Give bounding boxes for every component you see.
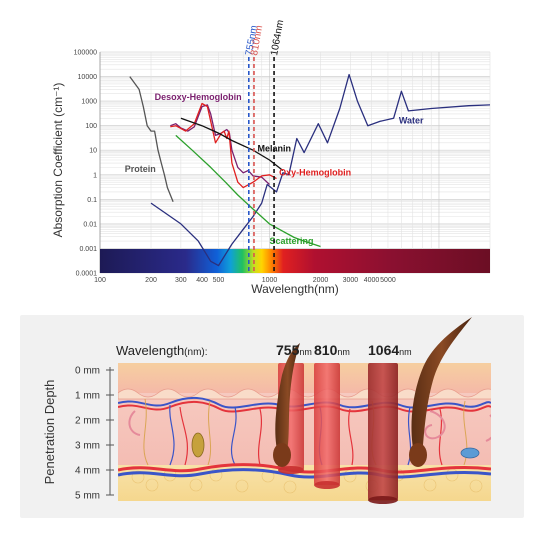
series-label-oxy-hemoglobin: Oxy-Hemoglobin	[279, 167, 351, 177]
penetration-panel: Wavelength(nm): Penetration Depth 0 mm 1 …	[20, 315, 524, 518]
x-tick-label: 5000	[380, 277, 396, 284]
upper-vessel-blue	[118, 397, 491, 409]
x-tick-label: 300	[175, 277, 187, 284]
x-tick-labels: 100 200 300 400 500 1000 2000 3000 4000 5000	[94, 277, 396, 284]
y-tick-label: 10000	[78, 74, 98, 81]
data-series	[129, 73, 490, 267]
depth-tick-label: 4 mm	[75, 466, 100, 477]
x-tick-label: 400	[196, 277, 208, 284]
y-tick-label: 0.0001	[76, 271, 98, 278]
y-tick-label: 0.01	[83, 221, 97, 228]
laser-label-755: 755nm	[276, 342, 312, 358]
series-line-water	[150, 73, 490, 267]
upper-vessel-red	[118, 401, 491, 413]
laser-beam-1064	[368, 363, 398, 500]
series-label-desoxy-hemoglobin: Desoxy-Hemoglobin	[155, 92, 242, 102]
marker-label-755: 755nm	[244, 24, 260, 56]
absorption-chart: 1000001000010001001010.10.010.0010.0001 …	[51, 19, 491, 296]
y-tick-label: 0.1	[87, 197, 97, 204]
hair-follicles	[273, 317, 472, 467]
series-line-scattering	[175, 134, 321, 248]
x-tick-label: 4000	[364, 277, 380, 284]
x-axis-title: Wavelength(nm)	[251, 282, 339, 296]
depth-tick-label: 1 mm	[75, 391, 100, 402]
marker-label-1064: 1064nm	[269, 19, 286, 57]
series-line-protein	[129, 76, 174, 202]
x-tick-label: 2000	[313, 277, 329, 284]
laser-label-1064: 1064nm	[368, 342, 412, 358]
penetration-axis-title: Penetration Depth	[42, 380, 57, 485]
x-tick-label: 100	[94, 277, 106, 284]
y-axis-title: Absorption Coefficient (cm⁻¹)	[51, 83, 65, 238]
depth-tick-label: 3 mm	[75, 441, 100, 452]
series-line-melanin	[180, 117, 284, 172]
series-label-scattering: Scattering	[269, 236, 313, 246]
y-tick-label: 1	[93, 172, 97, 179]
x-tick-label: 1000	[262, 277, 278, 284]
series-label-water: Water	[399, 116, 424, 126]
marker-label-810: 810nm	[249, 24, 265, 56]
spectrum-band	[100, 249, 490, 273]
y-tick-label: 0.001	[79, 246, 97, 253]
sebaceous-gland	[191, 432, 205, 458]
skin-diagram: Wavelength(nm): Penetration Depth 0 mm 1 …	[42, 317, 491, 504]
wavelength-heading: Wavelength(nm):	[116, 343, 208, 358]
laser-labels: 755nm 810nm 1064nm	[276, 342, 412, 358]
deep-vessel-blue	[118, 468, 491, 479]
x-tick-label: 3000	[343, 277, 359, 284]
x-tick-label: 500	[213, 277, 225, 284]
depth-tick-label: 5 mm	[75, 491, 100, 502]
depth-tick-label: 2 mm	[75, 416, 100, 427]
y-tick-label: 100	[85, 123, 97, 130]
laser-label-810: 810nm	[314, 342, 350, 358]
hair-left-icon	[275, 343, 300, 458]
series-label-protein: Protein	[125, 164, 156, 174]
sweat-gland	[460, 447, 480, 459]
y-tick-label: 10	[89, 148, 97, 155]
depth-tick-label: 0 mm	[75, 366, 100, 377]
skin-layers	[118, 363, 491, 501]
y-tick-labels: 100000 10000 1000 100 10 1 0.1 0.01 0.001 0.0001	[74, 50, 97, 278]
y-tick-label: 1000	[81, 99, 97, 106]
x-tick-label: 200	[145, 277, 157, 284]
series-line-oxy-hemoglobin	[170, 102, 277, 189]
laser-beam-810	[314, 363, 340, 485]
y-tick-label: 100000	[74, 50, 97, 57]
depth-axis: 0 mm 1 mm 2 mm 3 mm 4 mm 5 mm	[75, 366, 114, 502]
